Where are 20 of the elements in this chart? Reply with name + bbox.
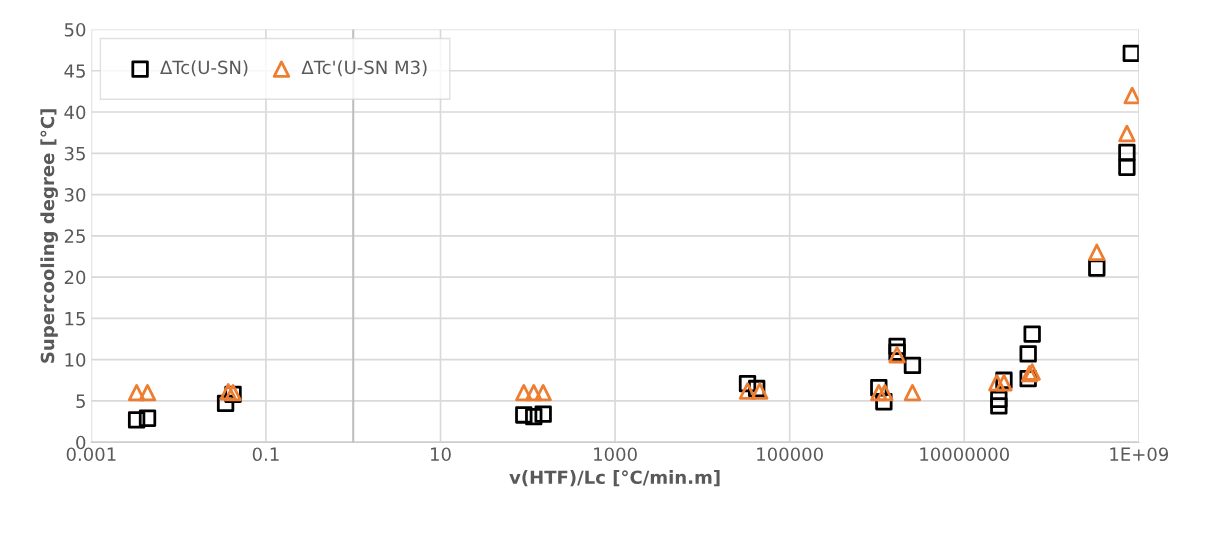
x-tick-label: 1000 (594, 447, 637, 462)
y-tick-label: 40 (64, 105, 86, 120)
x-tick-label: 100000 (757, 447, 823, 462)
x-tick-label: 1E+09 (1110, 447, 1169, 462)
y-tick-label: 10 (65, 353, 86, 367)
y-axis-title: Supercooling degree [°C] (40, 109, 58, 363)
legend-label: ΔTc'(U-SN M3) (301, 60, 427, 77)
y-tick-label: 5 (76, 394, 85, 409)
y-tick-label: 50 (64, 22, 86, 37)
y-tick-label: 20 (64, 270, 86, 285)
x-tick-label: 0.1 (252, 447, 279, 462)
y-tick-label: 25 (64, 229, 85, 243)
y-tick-label: 30 (64, 188, 86, 202)
x-axis-title: v(HTF)/Lc [°C/min.m] (509, 470, 720, 487)
y-tick-label: 35 (64, 146, 85, 161)
legend-label: ΔTc(U-SN) (160, 60, 248, 77)
y-tick-label: 45 (64, 64, 85, 78)
x-tick-label: 10 (431, 447, 451, 462)
x-tick-label: 10000000 (920, 447, 1009, 462)
y-tick-label: 15 (65, 312, 85, 326)
